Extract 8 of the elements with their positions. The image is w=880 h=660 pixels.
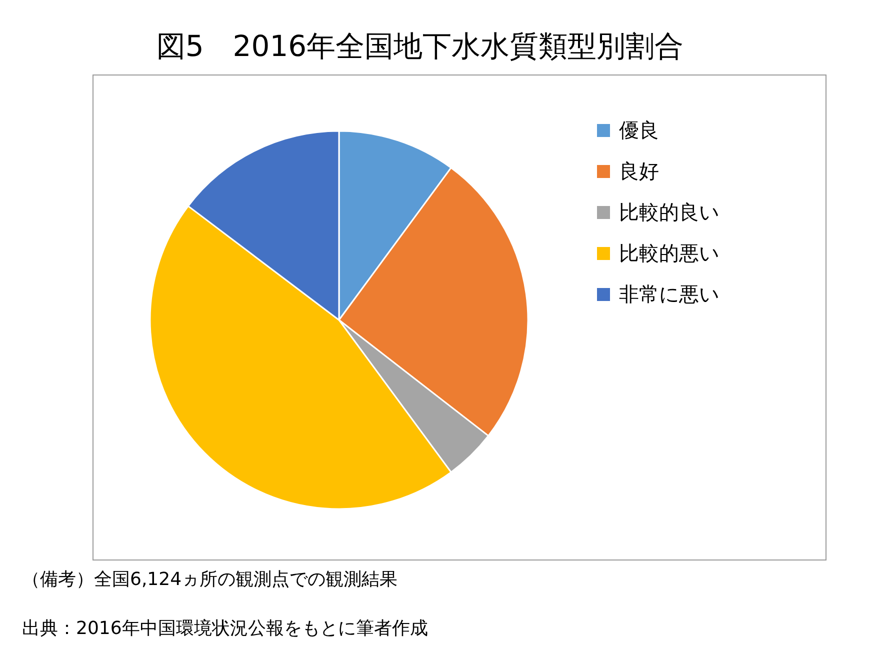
- legend-label: 比較的良い: [619, 200, 719, 224]
- legend-label: 非常に悪い: [619, 282, 719, 306]
- legend-label: 優良: [619, 118, 659, 142]
- text: （備考）全国6,124ヵ所の観測点での観測結果: [22, 569, 398, 590]
- legend-label: 比較的悪い: [619, 241, 719, 265]
- chart-title: 図5 2016年全国地下水水質類型別割合: [156, 29, 684, 63]
- source-note: 出典：2016年中国環境状況公報をもとに筆者作成: [22, 618, 428, 639]
- legend-label: 良好: [619, 159, 659, 183]
